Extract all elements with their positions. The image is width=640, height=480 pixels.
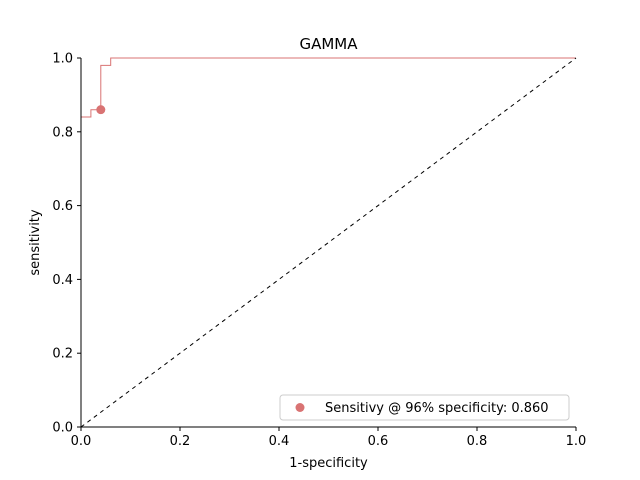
x-tick-label: 1.0 [566, 434, 587, 449]
legend-marker-dot [295, 403, 305, 412]
sensitivity-marker-point [96, 105, 106, 115]
y-tick-label: 0.4 [52, 273, 73, 288]
legend: Sensitivy @ 96% specificity: 0.860 [279, 394, 570, 421]
x-tick-label: 0.0 [71, 434, 92, 449]
legend-box [279, 394, 570, 421]
y-axis-label: sensitivity [28, 209, 43, 276]
y-tick-label: 0.0 [52, 421, 73, 436]
x-tick-label: 0.8 [467, 434, 488, 449]
roc-curve-line [80, 57, 576, 427]
legend-entry-text: Sensitivy @ 96% specificity: 0.860 [325, 401, 549, 416]
y-tick-label: 0.2 [52, 347, 73, 362]
chance-diagonal-line [80, 57, 577, 428]
x-tick-label: 0.6 [368, 434, 389, 449]
x-axis-label: 1-specificity [289, 456, 368, 471]
y-tick-label: 0.8 [52, 125, 73, 140]
y-tick-label: 1.0 [52, 52, 73, 67]
ticks: 0.0 0.2 0.4 0.6 0.8 1.0 0.0 0.2 0.4 0.6 0.8 1.0 [52, 52, 586, 450]
x-tick-label: 0.2 [170, 434, 191, 449]
x-tick-label: 0.4 [269, 434, 290, 449]
axes [80, 58, 576, 428]
plot-area [80, 57, 577, 428]
y-tick-label: 0.6 [52, 199, 73, 214]
chart-title: GAMMA [299, 35, 358, 53]
